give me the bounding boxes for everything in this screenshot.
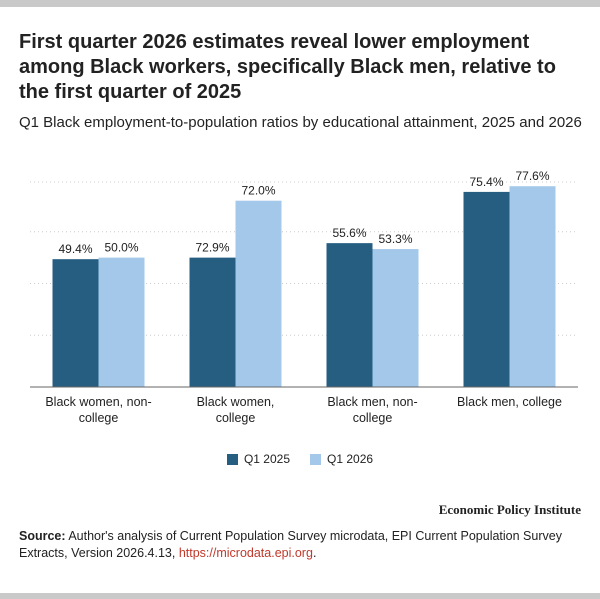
data-label: 77.6% <box>515 169 549 183</box>
bar-q1-2026 <box>235 200 282 387</box>
legend-swatch-q1-2026 <box>310 453 321 465</box>
bottom-frame-bar <box>0 593 600 599</box>
legend-label-q1-2026: Q1 2026 <box>327 452 374 466</box>
source-text: Author's analysis of Current Population … <box>19 529 562 560</box>
data-label: 55.6% <box>332 226 366 240</box>
legend-item-q1-2025: Q1 2025 <box>226 452 290 466</box>
category-label: college <box>216 411 256 425</box>
chart-title: First quarter 2026 estimates reveal lowe… <box>19 31 556 103</box>
source-link[interactable]: https://microdata.epi.org <box>178 546 313 560</box>
source-label: Source: <box>19 529 66 543</box>
data-label: 75.4% <box>469 175 503 189</box>
category-label: Black women, non- <box>45 395 151 409</box>
legend-swatch-q1-2025 <box>226 453 238 465</box>
category-label: Black women, <box>197 395 275 409</box>
source-note: Source: Author's analysis of Current Pop… <box>19 528 584 562</box>
bar-q1-2026 <box>98 257 145 387</box>
bar-q1-2025 <box>463 191 510 387</box>
epi-logo-text: Economic Policy Institute <box>438 502 581 517</box>
data-label: 72.9% <box>195 241 229 255</box>
category-label: Black men, non- <box>327 395 417 409</box>
source-end: . <box>312 546 317 560</box>
bar-q1-2025 <box>52 259 99 387</box>
category-label: Black men, college <box>457 395 562 409</box>
data-label: 72.0% <box>241 184 275 198</box>
data-label: 50.0% <box>104 241 138 255</box>
legend: Q1 2025 Q1 2026 <box>0 452 600 466</box>
chart-subtitle: Q1 Black employment-to-population ratios… <box>19 114 582 131</box>
legend-label-q1-2025: Q1 2025 <box>243 452 290 466</box>
top-frame-bar <box>0 0 600 7</box>
data-label: 53.3% <box>378 232 412 246</box>
category-label: college <box>353 411 393 425</box>
bar-q1-2026 <box>372 249 419 387</box>
category-label: college <box>79 411 119 425</box>
legend-item-q1-2026: Q1 2026 <box>310 452 373 466</box>
bar-q1-2025 <box>326 243 373 387</box>
bar-q1-2025 <box>189 257 236 387</box>
bar-q1-2026 <box>509 186 556 387</box>
data-label: 49.4% <box>58 242 92 256</box>
bar-chart: 49.4% 50.0% Black women, non-college 72.9% 7… <box>30 169 578 425</box>
